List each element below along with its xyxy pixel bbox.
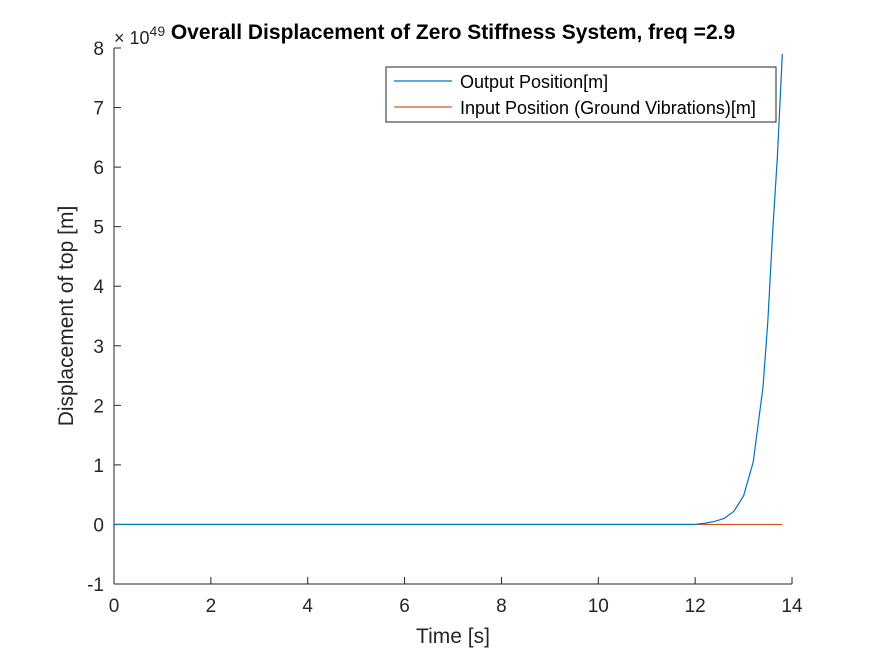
legend-entry-input: Input Position (Ground Vibrations)[m] [460,98,756,118]
x-tick-label: 6 [399,596,410,617]
y-exponent-label: × 1049 [114,23,165,48]
y-tick-label: 5 [93,218,104,239]
y-tick-label: 2 [93,396,104,417]
x-ticks: 0 2 4 6 8 10 12 14 [109,577,803,617]
x-tick-label: 2 [206,596,217,617]
y-axis-label: Displacement of top [m] [55,206,78,427]
y-tick-label: 3 [93,337,104,358]
series-output-position-line [114,53,783,526]
y-tick-label: 6 [93,158,104,179]
x-tick-label: 12 [685,596,706,617]
y-tick-label: 8 [93,39,104,60]
legend-box [385,66,777,123]
y-exponent-power: 49 [150,23,166,39]
legend: Output Position[m] Input Position (Groun… [385,66,777,123]
y-tick-label: 7 [93,99,104,120]
chart-title: Overall Displacement of Zero Stiffness S… [171,21,735,44]
x-tick-label: 0 [109,596,120,617]
x-tick-label: 8 [496,596,507,617]
y-exponent-base: × 10 [114,28,150,48]
legend-entry-output: Output Position[m] [460,72,608,92]
x-tick-label: 14 [781,596,803,617]
x-tick-label: 4 [302,596,313,617]
y-tick-label: 1 [93,456,104,477]
y-tick-label: -1 [87,575,104,596]
series-group [114,53,783,526]
y-ticks: -1 0 1 2 3 4 5 6 7 8 [87,39,121,596]
x-tick-label: 10 [588,596,609,617]
y-tick-label: 4 [93,277,104,298]
x-axis-label: Time [s] [416,625,490,648]
y-tick-label: 0 [93,515,104,536]
